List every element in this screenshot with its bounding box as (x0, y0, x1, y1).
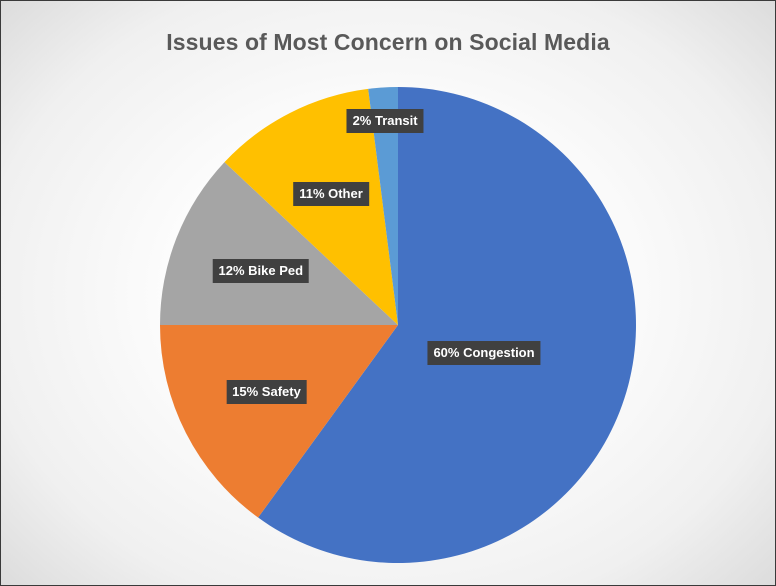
data-label-other: 11% Other (293, 181, 369, 206)
chart-title: Issues of Most Concern on Social Media (166, 29, 610, 55)
pie-slice-other (224, 88, 398, 325)
data-label-bike-ped: 12% Bike Ped (212, 258, 310, 283)
pie-slice-bike-ped (160, 162, 398, 325)
data-label-transit: 2% Transit (346, 108, 424, 133)
pie-slice-congestion (258, 87, 636, 563)
pie-slice-transit (368, 87, 398, 325)
data-label-congestion: 60% Congestion (427, 340, 541, 365)
pie-slice-safety (160, 325, 398, 518)
data-label-safety: 15% Safety (226, 380, 307, 404)
